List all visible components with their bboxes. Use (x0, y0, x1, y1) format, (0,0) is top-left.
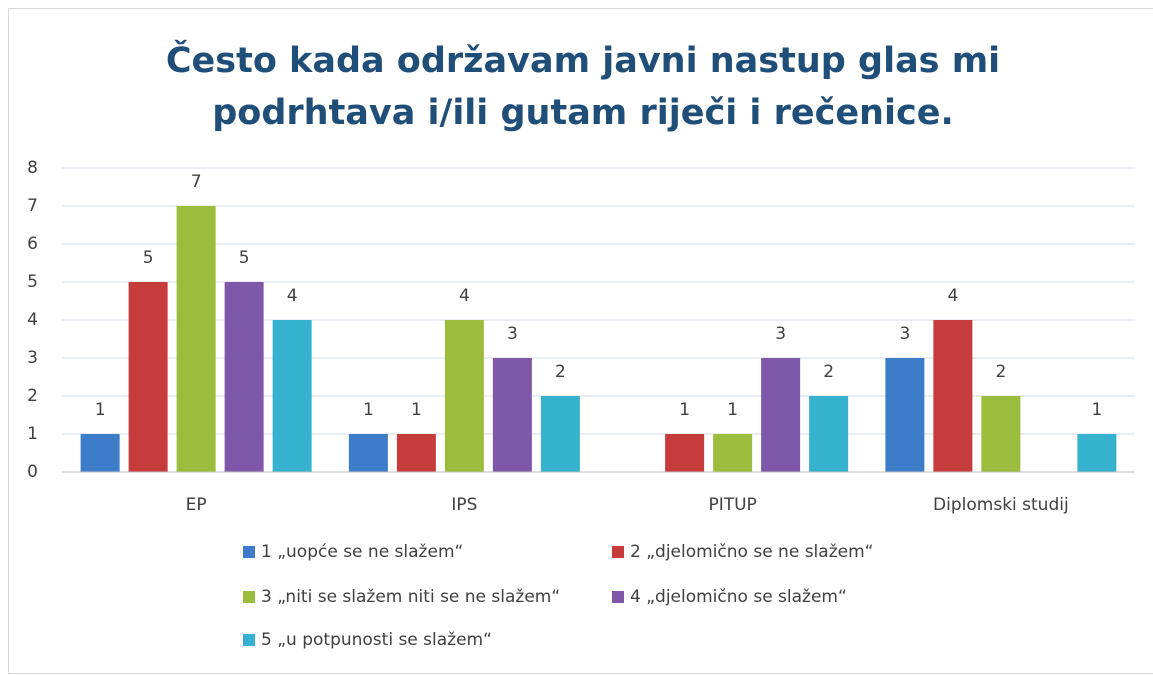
y-tick-label: 8 (27, 158, 38, 178)
bar (540, 396, 580, 472)
y-tick-label: 2 (27, 386, 38, 406)
y-tick-label: 7 (27, 196, 38, 216)
data-label: 2 (995, 362, 1006, 382)
y-tick-label: 4 (27, 310, 38, 330)
bar (80, 434, 120, 472)
bar (713, 434, 753, 472)
y-tick-label: 0 (27, 462, 38, 482)
data-label: 2 (823, 362, 834, 382)
legend-label: 1 „uopće se ne slažem“ (261, 542, 463, 562)
x-tick-label: Diplomski studij (933, 495, 1069, 515)
y-tick-label: 5 (27, 272, 38, 292)
legend-label: 5 „u potpunosti se slažem“ (261, 630, 492, 650)
data-label: 1 (1091, 400, 1102, 420)
bar (1077, 434, 1117, 472)
legend-swatch (612, 591, 624, 603)
bar (396, 434, 436, 472)
data-label: 4 (287, 286, 298, 306)
data-label: 1 (95, 400, 106, 420)
bar (224, 282, 264, 472)
bar (128, 282, 168, 472)
data-label: 4 (459, 286, 470, 306)
data-label: 1 (727, 400, 738, 420)
x-tick-label: IPS (451, 495, 477, 515)
data-label: 5 (143, 248, 154, 268)
data-label: 3 (899, 324, 910, 344)
bar (348, 434, 388, 472)
bar (933, 320, 973, 472)
data-label: 3 (775, 324, 786, 344)
data-label: 1 (679, 400, 690, 420)
chart-title: Često kada održavam javni nastup glas mi (166, 39, 1000, 81)
bar (885, 358, 925, 472)
data-label: 4 (947, 286, 958, 306)
bar (981, 396, 1021, 472)
legend-label: 3 „niti se slažem niti se ne slažem“ (261, 587, 560, 607)
chart-title: podrhtava i/ili gutam riječi i rečenice. (212, 93, 954, 133)
bar (176, 206, 216, 472)
data-label: 3 (507, 324, 518, 344)
data-label: 5 (239, 248, 250, 268)
data-label: 2 (555, 362, 566, 382)
data-label: 1 (363, 400, 374, 420)
y-tick-label: 3 (27, 348, 38, 368)
x-tick-label: EP (186, 495, 207, 515)
data-label: 7 (191, 172, 202, 192)
y-tick-label: 1 (27, 424, 38, 444)
bar (665, 434, 705, 472)
x-tick-label: PITUP (708, 495, 756, 515)
legend-label: 4 „djelomično se slažem“ (630, 587, 847, 607)
legend-label: 2 „djelomično se ne slažem“ (630, 542, 873, 562)
bar (272, 320, 312, 472)
legend-swatch (612, 546, 624, 558)
legend-swatch (243, 591, 255, 603)
bar (761, 358, 801, 472)
bar (809, 396, 849, 472)
bar (492, 358, 532, 472)
legend-swatch (243, 634, 255, 646)
y-tick-label: 6 (27, 234, 38, 254)
legend-swatch (243, 546, 255, 558)
bar (444, 320, 484, 472)
data-label: 1 (411, 400, 422, 420)
